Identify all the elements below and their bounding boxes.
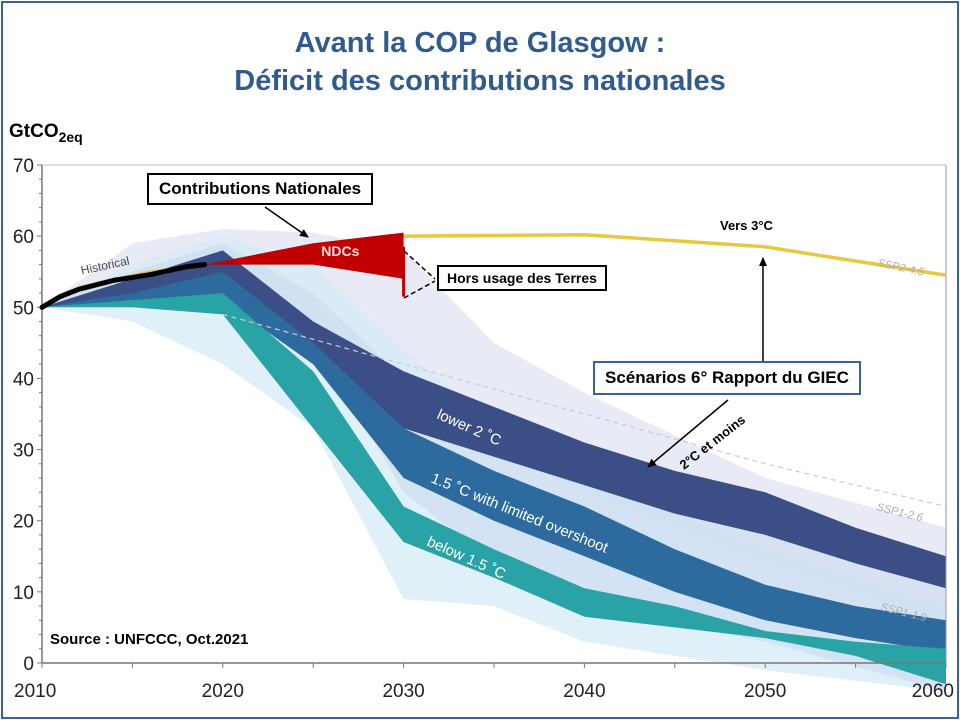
y-axis-unit-sub: 2eq <box>58 129 83 145</box>
ndcs-label: NDCs <box>321 243 359 259</box>
title-line-2: Déficit des contributions nationales <box>234 65 726 97</box>
x-tick-label: 2050 <box>744 681 786 702</box>
median-dashed-line <box>222 313 947 508</box>
x-tick-label: 2060 <box>912 681 954 702</box>
contributions-nationales-callout: Contributions Nationales <box>147 173 374 205</box>
ssp2-4.5-label: SSP2-4.5 <box>876 257 925 279</box>
hors-usage-dash-lower <box>403 280 436 299</box>
deux-c-arrow <box>647 399 729 468</box>
band-lower-2c <box>42 250 946 589</box>
ssp2-4.5-line <box>403 232 947 278</box>
title-line-1: Avant la COP de Glasgow : <box>294 27 666 59</box>
hors-usage-dash-upper <box>403 250 436 280</box>
source-note: Source : UNFCCC, Oct.2021 <box>50 631 249 648</box>
y-tick-label: 0 <box>23 654 34 675</box>
y-axis-unit-main: GtCO <box>9 121 59 142</box>
y-tick-label: 10 <box>13 583 34 604</box>
annotation-arrows <box>264 206 767 468</box>
y-axis-unit-label: GtCO2eq <box>9 121 83 145</box>
y-tick-label: 70 <box>13 156 34 177</box>
contrib-arrow <box>264 206 309 238</box>
x-tick-label: 2030 <box>382 681 424 702</box>
band-1.5c-limited-overshoot <box>42 271 946 653</box>
x-tick-label: 2040 <box>563 681 605 702</box>
y-tick-label: 60 <box>13 227 34 248</box>
x-tick-label: 2020 <box>202 681 244 702</box>
x-tick-label: 2010 <box>14 681 56 702</box>
ndcs-wedge <box>204 232 404 279</box>
band-below-1.5c <box>42 293 946 685</box>
vers-3c-label: Vers 3°C <box>720 218 773 233</box>
y-tick-label: 30 <box>13 441 34 462</box>
series-lines <box>39 232 947 310</box>
scenario-bands <box>42 250 947 685</box>
page-title: Avant la COP de Glasgow : Déficit des co… <box>0 24 960 100</box>
y-tick-label: 20 <box>13 512 34 533</box>
scenarios-giec-callout: Scénarios 6° Rapport du GIEC <box>593 361 861 395</box>
historical-line <box>39 262 208 310</box>
hors-usage-callout: Hors usage des Terres <box>437 265 607 291</box>
y-tick-label: 40 <box>13 369 34 390</box>
y-tick-label: 50 <box>13 298 34 319</box>
